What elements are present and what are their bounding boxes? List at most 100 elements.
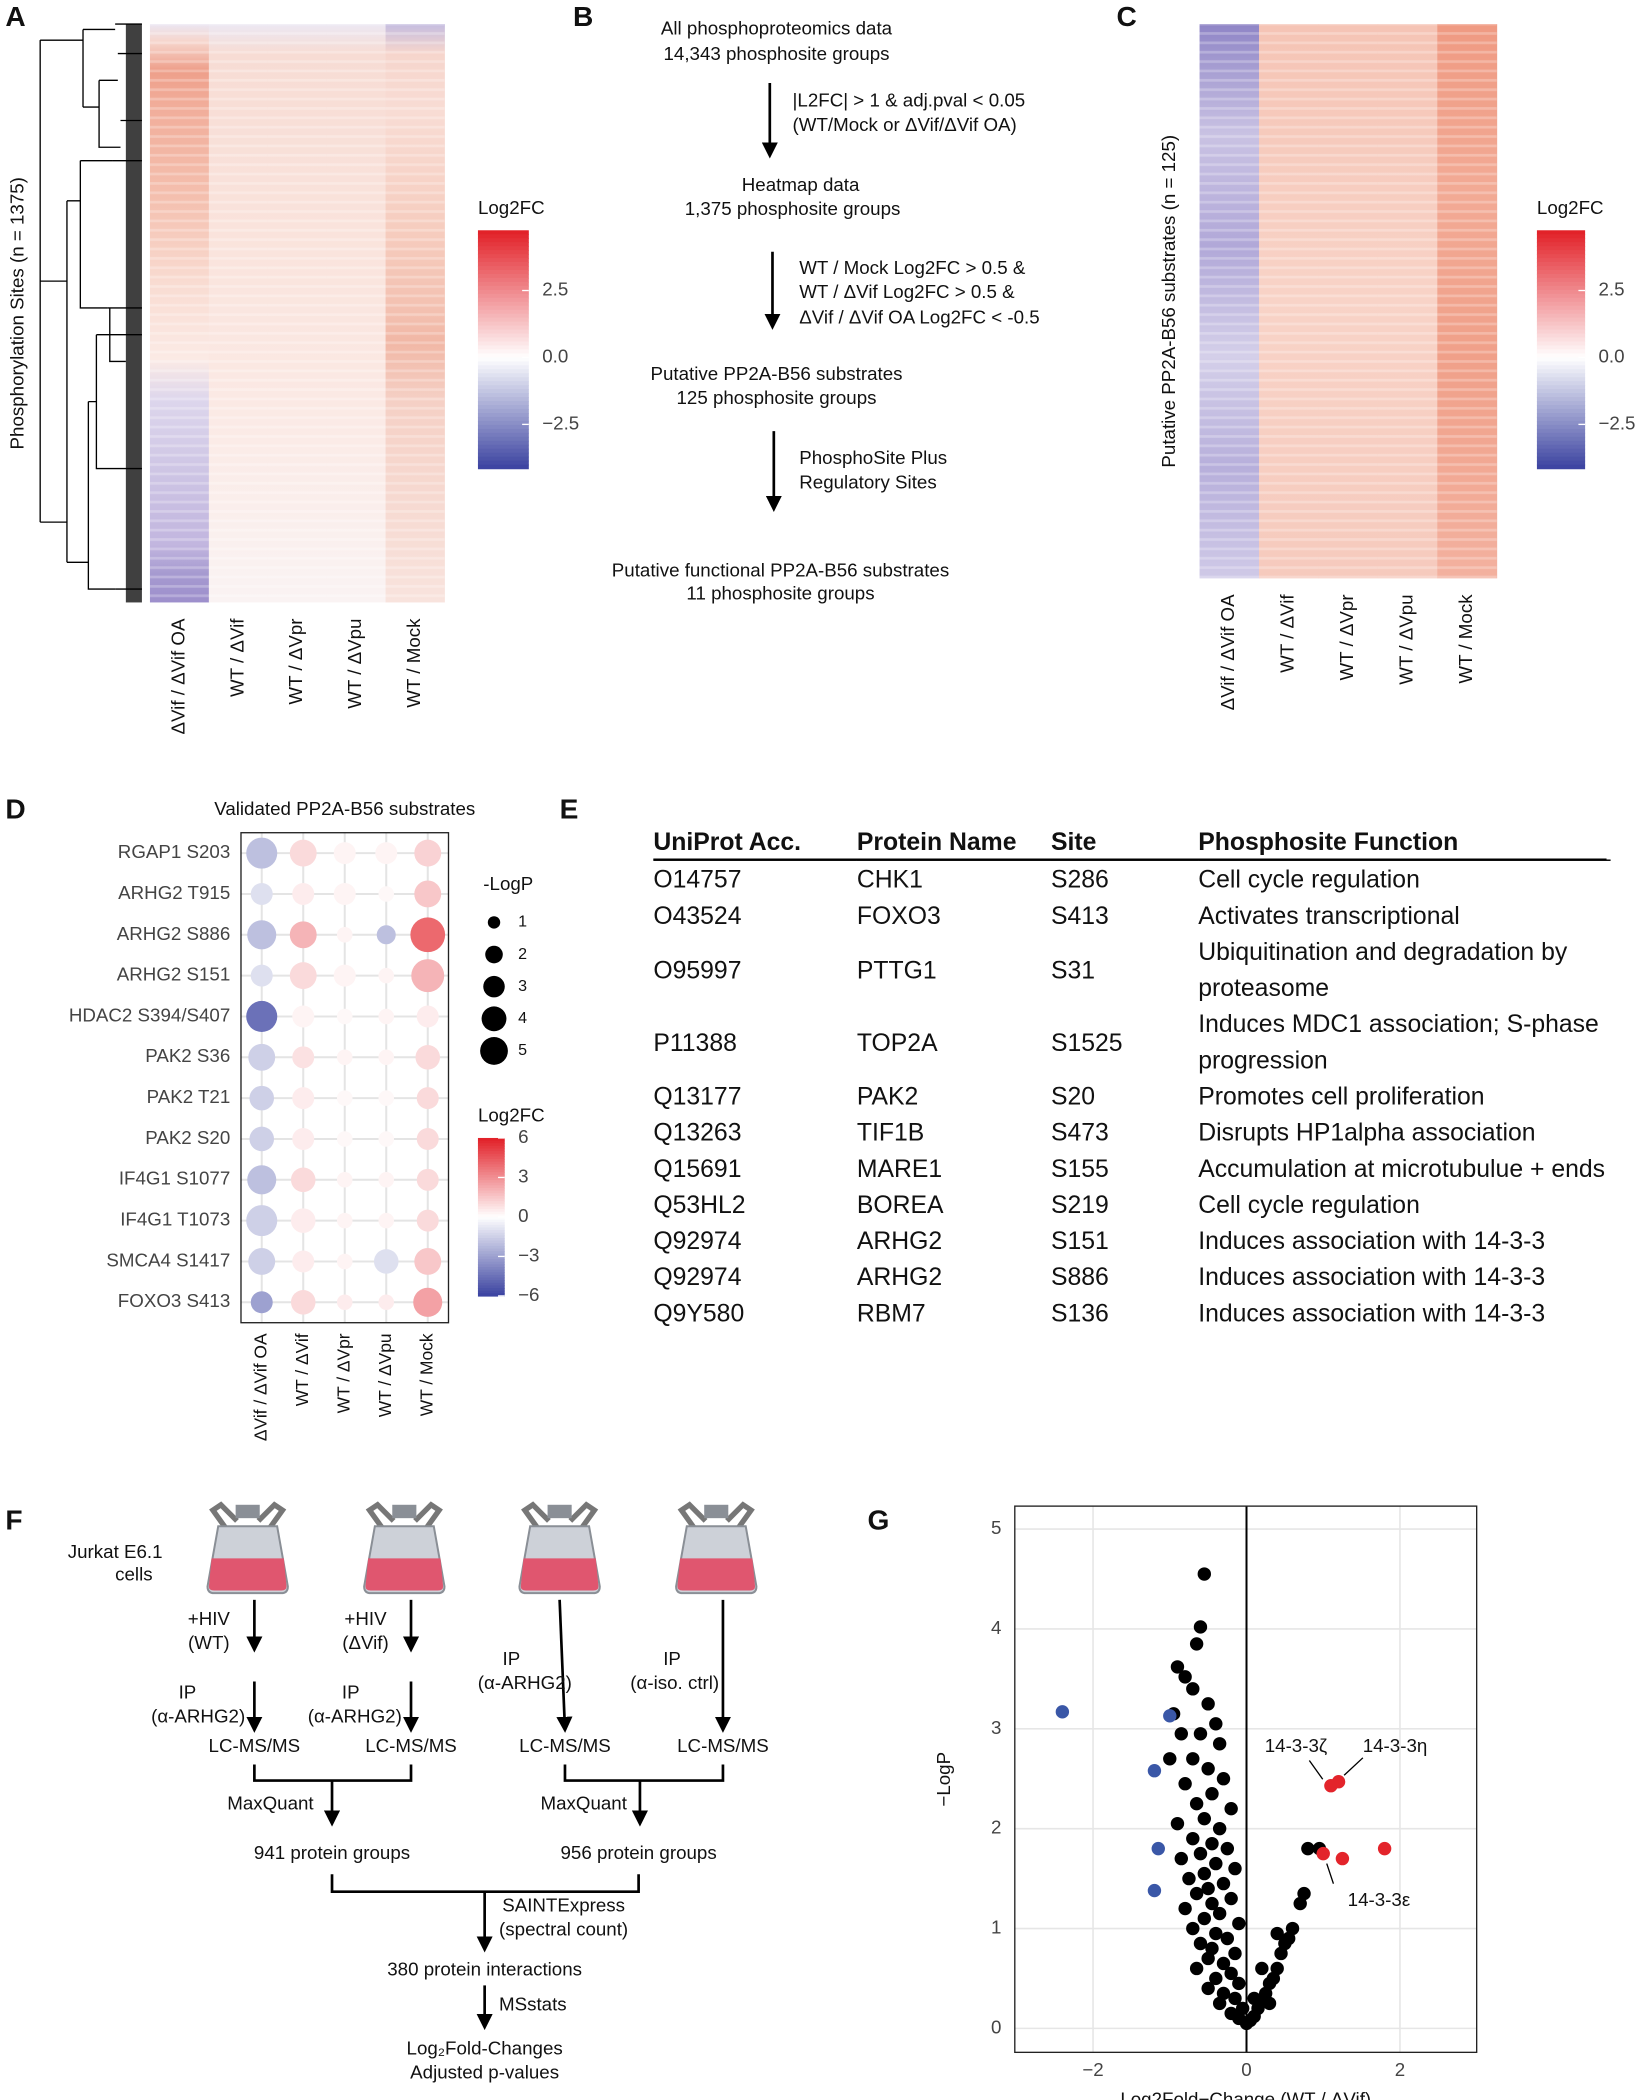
point: [1201, 1981, 1215, 1996]
colorbar-step: [477, 234, 529, 239]
colorbar-step: [477, 1216, 505, 1221]
colorbar-step: [477, 1185, 505, 1189]
colorbar-step: [477, 1195, 505, 1200]
colorbar-step: [1536, 401, 1586, 406]
colorbar-step: [1536, 460, 1586, 466]
colorbar-step: [477, 1151, 505, 1155]
x-tick-label: −2: [1082, 2059, 1103, 2080]
y-tick-label: RGAP1 S203: [118, 841, 230, 862]
point: [1212, 1821, 1227, 1836]
flask-cap: [235, 1504, 260, 1519]
flask-medium: [208, 1558, 287, 1591]
point: [1224, 1891, 1238, 1906]
table-cell: Cell cycle regulation: [1198, 864, 1420, 893]
table-cell: O95997: [653, 955, 742, 984]
y-tick-label: 5: [991, 1517, 1001, 1538]
colorbar-step: [477, 393, 529, 398]
point: [1209, 1856, 1223, 1871]
point: [1205, 1787, 1219, 1801]
colorbar-step: [1536, 337, 1586, 343]
colorbar-step: [477, 365, 529, 370]
table-row: P11388 TOP2A S1525 Induces MDC1 association…: [653, 1005, 1610, 1077]
colorbar-step: [477, 317, 529, 323]
size-legend-label: 4: [518, 1009, 527, 1027]
y-tick-label: ARHG2 S886: [117, 923, 231, 944]
colorbar-step: [477, 369, 529, 374]
colorbar-step: [1536, 408, 1586, 414]
point: [1228, 1861, 1242, 1876]
flow-bracket: [253, 1764, 413, 1824]
x-tick-label: ΔVif / ΔVif OA: [1217, 594, 1238, 710]
point: [1189, 1886, 1204, 1901]
flask-neck: [677, 1501, 755, 1531]
dot: [378, 886, 395, 902]
panel-letter: D: [5, 794, 25, 825]
size-legend-dot: [483, 975, 505, 998]
point: [1297, 1886, 1311, 1901]
colorbar-step: [477, 1288, 505, 1292]
colorbar-step: [477, 353, 529, 359]
table-row: O14757 CHK1 S286 Cell cycle regulation: [653, 860, 1610, 897]
colorbar-step: [1536, 389, 1586, 394]
colorbar-step: [477, 1285, 505, 1289]
flow-filter: |L2FC| > 1 & adj.pval < 0.05: [793, 90, 1026, 111]
size-legend-label: 1: [518, 913, 527, 931]
table-cell: BOREA: [856, 1190, 944, 1219]
flask-cap: [392, 1504, 417, 1519]
point: [1197, 1567, 1212, 1581]
dot: [333, 964, 356, 987]
x-tick-label: WT / ΔVif: [292, 1333, 312, 1406]
colorbar-step: [477, 397, 529, 402]
colorbar-step: [477, 309, 529, 315]
colorbar-step: [1536, 301, 1586, 307]
annotation: 14-3-3ζ: [1265, 1735, 1327, 1756]
flow-text: IP: [663, 1648, 681, 1669]
dot: [375, 842, 398, 865]
y-tick-label: PAK2 T21: [147, 1086, 231, 1107]
colorbar-step: [1536, 432, 1586, 438]
colorbar-step: [1536, 313, 1586, 319]
annotation: 14-3-3ε: [1348, 1889, 1411, 1910]
table-row: Q15691 MARE1 S155 Accumulation at microtubu…: [653, 1150, 1610, 1186]
size-legend-label: 5: [518, 1041, 527, 1059]
table-cell: Q13263: [653, 1117, 742, 1146]
colorbar-step: [1536, 361, 1586, 366]
colorbar-step: [477, 337, 529, 343]
table-cell: O14757: [653, 864, 742, 893]
flow-text: LC-MS/MS: [209, 1735, 301, 1756]
colorbar-step: [477, 389, 529, 394]
colorbar-step: [1536, 412, 1586, 418]
colorbar-step: [477, 341, 529, 347]
y-axis-label: −LogP: [933, 1752, 954, 1807]
point: [1147, 1764, 1162, 1778]
colorbar-step: [477, 273, 529, 279]
colorbar-step: [477, 1214, 505, 1218]
colorbar-step: [477, 420, 529, 426]
point: [1209, 1971, 1223, 1986]
flow-text: +HIV: [188, 1608, 231, 1629]
table-row: O43524 FOXO3 S413 Activates transcriptional: [653, 897, 1610, 933]
dot: [248, 1043, 276, 1071]
colorbar-step: [1536, 281, 1586, 287]
table-row: Q53HL2 BOREA S219 Cell cycle regulation: [653, 1186, 1610, 1222]
table-cell: Activates transcriptional: [1198, 900, 1460, 930]
colorbar-step: [477, 361, 529, 366]
x-tick-label: WT / ΔVpr: [285, 619, 306, 705]
heatmap-texture: [1437, 24, 1497, 579]
table-row: Q9Y580 RBM7 S136 Induces association with 1…: [653, 1295, 1610, 1331]
dot: [415, 1045, 441, 1070]
point: [1197, 1811, 1212, 1826]
colorbar-step: [477, 1245, 505, 1250]
colorbar-step: [1536, 246, 1586, 251]
colorbar-title: Log2FC: [478, 1104, 545, 1125]
table-cell: Induces association with 14-3-3: [1198, 1226, 1546, 1255]
colorbar-step: [477, 238, 529, 243]
dot: [336, 1253, 353, 1270]
x-tick-label: ΔVif / ΔVif OA: [250, 1333, 270, 1441]
x-tick-label: WT / ΔVpr: [333, 1333, 353, 1413]
colorbar-step: [477, 313, 529, 319]
colorbar-step: [477, 1211, 505, 1215]
colorbar-step: [1536, 428, 1586, 434]
colorbar-title: Log2FC: [1537, 197, 1604, 218]
